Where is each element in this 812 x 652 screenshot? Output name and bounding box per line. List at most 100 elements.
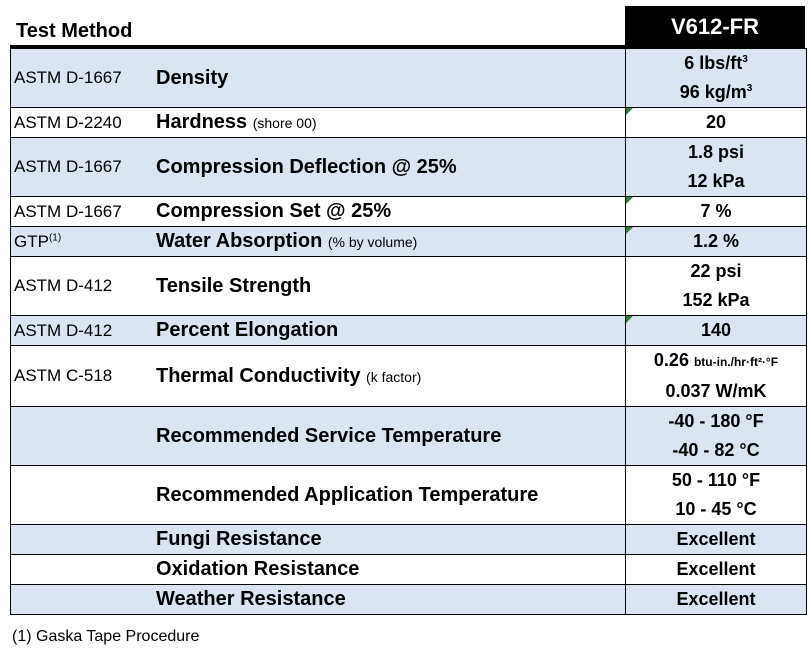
table-row: ASTM D-412 Percent Elongation 140 [10,315,807,346]
value-line: 152 kPa [626,286,806,315]
comment-marker-icon [626,227,633,234]
value-line: 1.2 % [626,227,806,256]
property-cell: Weather Resistance [10,584,626,615]
test-method-text: ASTM D-2240 [14,112,122,132]
test-method-text: ASTM D-1667 [14,157,122,176]
test-method: ASTM D-1667 [11,202,156,222]
property-name: Recommended Service Temperature [156,425,501,448]
value-line: 0.26 btu-in./hr·ft²·°F [626,346,806,377]
table-row: Oxidation Resistance Excellent [10,554,807,585]
value-cell: 20 [625,107,807,138]
property-cell: ASTM D-1667 Density [10,48,626,108]
value-cell: 7 % [625,196,807,227]
value-text: -40 - 180 °F [668,411,764,431]
property-label: Compression Set @ 25% [156,200,392,222]
value-text: 152 kPa [682,290,750,310]
value-text: 1.2 % [692,231,740,251]
value-text: 22 psi [690,261,742,281]
table-row: Recommended Service Temperature -40 - 180… [10,406,807,466]
test-method-text: GTP [14,231,49,251]
property-label: Recommended Application Temperature [156,483,539,506]
property-name: Density [156,67,228,90]
value-unit: btu-in./hr·ft²·°F [693,355,779,369]
product-name-header: V612-FR [625,6,805,48]
property-label: Tensile Strength [156,274,312,297]
footnote: (1) Gaska Tape Procedure [12,628,200,645]
value-text: 12 kPa [687,171,745,191]
unit-exponent: 3 [746,83,753,94]
property-label: Recommended Service Temperature [156,424,502,447]
property-name: Oxidation Resistance [156,558,359,581]
property-note: (% by volume) [327,234,418,250]
test-method-text: ASTM D-1667 [14,201,122,221]
test-method: ASTM D-1667 [11,157,156,177]
value-cell: -40 - 180 °F -40 - 82 °C [625,406,807,466]
value-text: 10 - 45 °C [675,499,757,519]
value-line: 1.8 psi [626,138,806,167]
table-row: Recommended Application Temperature 50 - … [10,465,807,525]
test-method-text: ASTM D-412 [14,276,113,295]
value-cell: 1.2 % [625,226,807,257]
table-header: Test Method V612-FR [10,6,805,48]
table-row: ASTM D-412 Tensile Strength 22 psi 152 kPa [10,256,807,316]
property-label: Fungi Resistance [156,528,322,550]
value-cell: 50 - 110 °F 10 - 45 °C [625,465,807,525]
value-text: Excellent [676,559,756,579]
value-line: Excellent [626,585,806,614]
property-label: Compression Deflection @ 25% [156,155,457,178]
value-line: -40 - 82 °C [626,436,806,465]
value-text: 50 - 110 °F [671,470,761,490]
property-cell: ASTM D-2240 Hardness (shore 00) [10,107,626,138]
property-label: Percent Elongation [156,319,339,341]
value-line: 6 lbs/ft3 [626,49,806,78]
property-label: Water Absorption [156,230,323,252]
property-label: Hardness [156,111,248,133]
property-name: Thermal Conductivity (k factor) [156,365,421,388]
value-line: Excellent [626,525,806,554]
comment-marker-icon [626,108,633,115]
value-line: 12 kPa [626,167,806,196]
value-line: -40 - 180 °F [626,407,806,436]
value-text: Excellent [676,529,756,549]
property-cell: Fungi Resistance [10,524,626,555]
test-method: GTP(1) [11,232,156,252]
test-method-text: ASTM D-412 [14,320,113,340]
property-cell: Oxidation Resistance [10,554,626,585]
value-line: 22 psi [626,257,806,286]
value-text: Excellent [676,589,756,609]
test-method: ASTM D-412 [11,321,156,341]
table-row: Weather Resistance Excellent [10,584,807,615]
property-name: Weather Resistance [156,588,346,611]
property-name: Compression Deflection @ 25% [156,156,457,179]
value-cell: 22 psi 152 kPa [625,256,807,316]
test-method-text: ASTM D-1667 [14,68,122,87]
property-cell: ASTM C-518 Thermal Conductivity (k factor… [10,345,626,407]
table-row: ASTM D-1667 Compression Set @ 25% 7 % [10,196,807,227]
property-name: Water Absorption (% by volume) [156,230,417,253]
value-line: 20 [626,108,806,137]
property-label: Density [156,66,229,89]
table-row: ASTM D-2240 Hardness (shore 00) 20 [10,107,807,138]
spec-table: ASTM D-1667 Density 6 lbs/ft3 96 kg/m3 ASTM … [10,48,807,615]
value-cell: Excellent [625,524,807,555]
property-cell: ASTM D-1667 Compression Deflection @ 25% [10,137,626,197]
value-line: 0.037 W/mK [626,377,806,406]
value-text: 20 [705,112,727,132]
footnote-ref: (1) [48,231,62,243]
property-name: Hardness (shore 00) [156,111,317,134]
value-line: 96 kg/m3 [626,78,806,107]
value-cell: 0.26 btu-in./hr·ft²·°F 0.037 W/mK [625,345,807,407]
table-row: ASTM C-518 Thermal Conductivity (k factor… [10,345,807,407]
value-cell: 1.8 psi 12 kPa [625,137,807,197]
value-cell: Excellent [625,554,807,585]
property-note: (shore 00) [252,115,317,131]
property-name: Tensile Strength [156,275,311,298]
value-cell: 140 [625,315,807,346]
value-text: 0.037 W/mK [665,381,767,401]
value-text: 140 [700,320,732,340]
property-cell: Recommended Service Temperature [10,406,626,466]
property-name: Percent Elongation [156,319,338,342]
comment-marker-icon [626,197,633,204]
value-cell: 6 lbs/ft3 96 kg/m3 [625,48,807,108]
test-method-label: Test Method [16,20,133,42]
